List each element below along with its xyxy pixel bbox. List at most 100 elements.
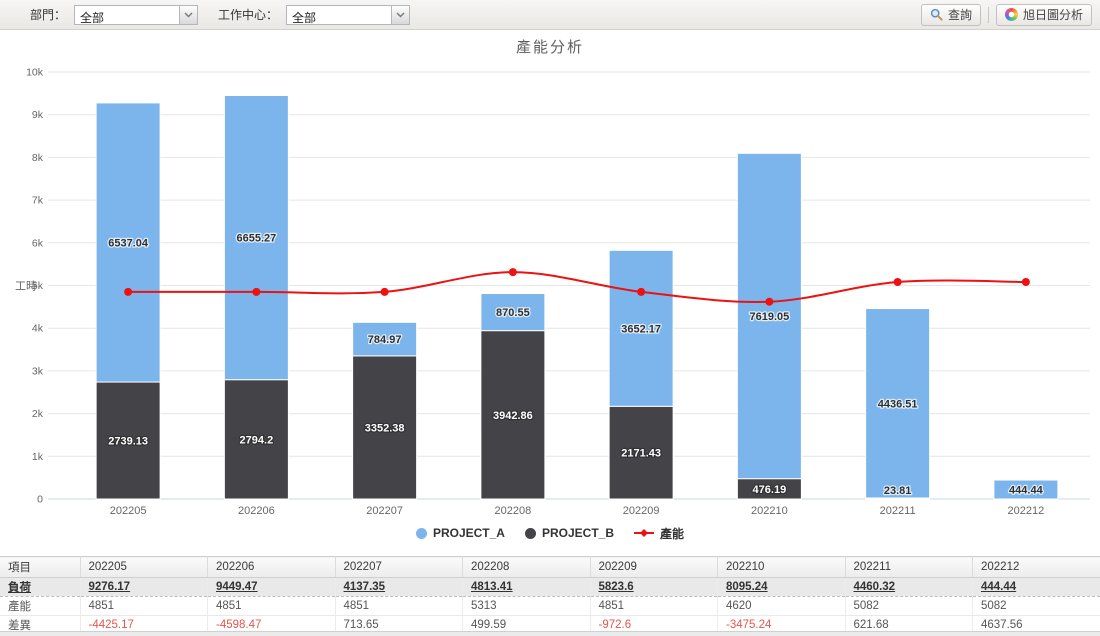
y-axis-title: 工時 <box>15 280 37 293</box>
search-button[interactable]: 查詢 <box>920 3 981 26</box>
x-axis-label: 202206 <box>238 505 275 517</box>
cell-capacity: 4851 <box>335 596 463 616</box>
bar-segment-project-a[interactable] <box>480 292 546 332</box>
legend-label-project-b: PROJECT_B <box>541 526 615 540</box>
project-a-swatch-icon <box>415 527 427 539</box>
sunburst-analysis-button[interactable]: 旭日圖分析 <box>995 3 1092 26</box>
bar-value-label: 23.81 <box>884 485 912 497</box>
cell-load[interactable]: 4137.35 <box>335 577 463 597</box>
capacity-line-point[interactable] <box>893 277 902 286</box>
cell-diff: -4598.47 <box>207 615 336 635</box>
work-center-select-value: 全部 <box>292 10 317 24</box>
y-tick-label: 4k <box>32 323 44 335</box>
cell-load[interactable]: 444.44 <box>972 577 1100 597</box>
toolbar-separator <box>987 6 989 23</box>
table-header-month: 202207 <box>335 556 463 578</box>
x-axis-label: 202211 <box>880 505 916 517</box>
bar-segment-project-a[interactable] <box>95 102 161 383</box>
capacity-line-point[interactable] <box>637 287 646 296</box>
capacity-line-point[interactable] <box>252 287 261 296</box>
y-tick-label: 7k <box>32 195 44 207</box>
x-axis-label: 202208 <box>495 505 532 517</box>
capacity-line-point[interactable] <box>508 268 517 277</box>
bar-segment-project-a[interactable] <box>352 321 418 357</box>
bar-value-label: 444.44 <box>1009 485 1044 497</box>
cell-load[interactable]: 5823.6 <box>590 577 718 597</box>
summary-table: 項目 202205 202206 202207 202208 202209 202210 20… <box>0 556 1100 635</box>
bar-value-label: 7619.05 <box>749 311 789 323</box>
bar-segment-project-a[interactable] <box>736 152 802 480</box>
bar-value-label: 870.55 <box>496 307 530 319</box>
table-header-item: 項目 <box>0 556 81 578</box>
bar-segment-project-b[interactable] <box>352 355 418 500</box>
bar-value-label: 6537.04 <box>108 237 149 249</box>
cell-diff: -4425.17 <box>80 615 208 635</box>
summary-table-wrap: 項目 202205 202206 202207 202208 202209 202210 20… <box>0 556 1100 635</box>
bar-value-label: 476.19 <box>753 484 787 496</box>
bar-segment-project-b[interactable] <box>480 330 546 500</box>
table-header-month: 202211 <box>845 556 973 578</box>
bar-segment-project-b[interactable] <box>223 379 289 500</box>
chart-legend: PROJECT_A PROJECT_B 產能 <box>0 523 1100 543</box>
cell-capacity: 4620 <box>717 596 846 616</box>
bar-value-label: 2739.13 <box>108 436 148 448</box>
work-center-select[interactable]: 全部 <box>286 4 411 25</box>
table-header-row: 項目 202205 202206 202207 202208 202209 202210 20… <box>0 556 1100 578</box>
y-tick-label: 0 <box>37 494 43 506</box>
y-tick-label: 2k <box>32 408 44 420</box>
table-header-month: 202208 <box>462 556 591 578</box>
cell-capacity: 4851 <box>590 596 718 616</box>
legend-label-capacity: 產能 <box>660 526 685 541</box>
bar-segment-project-b[interactable] <box>608 405 674 500</box>
cell-capacity: 4851 <box>207 596 336 616</box>
bar-segment-project-a[interactable] <box>608 249 674 407</box>
search-icon <box>930 8 943 21</box>
cell-capacity: 4851 <box>80 596 208 616</box>
legend-item-project-a[interactable]: PROJECT_A <box>415 526 505 540</box>
cell-capacity: 5313 <box>462 596 591 616</box>
bar-value-label: 6655.27 <box>236 233 276 245</box>
legend-item-capacity[interactable]: 產能 <box>634 525 684 542</box>
bar-segment-project-a[interactable] <box>865 308 931 499</box>
bar-segment-project-a[interactable] <box>993 479 1059 500</box>
department-select[interactable]: 全部 <box>74 4 199 25</box>
y-tick-label: 9k <box>32 109 44 121</box>
cell-capacity: 5082 <box>972 596 1100 616</box>
chevron-down-icon[interactable] <box>179 5 198 24</box>
cell-capacity: 5082 <box>845 596 973 616</box>
table-row-load: 負荷 9276.17 9449.47 4137.35 4813.41 5823.6 8095… <box>0 577 1100 597</box>
cell-load[interactable]: 9449.47 <box>207 577 336 597</box>
cell-load[interactable]: 4460.32 <box>845 577 973 597</box>
cell-load[interactable]: 4813.41 <box>462 577 591 597</box>
work-center-label: 工作中心： <box>218 8 279 22</box>
row-label-load: 負荷 <box>0 577 81 597</box>
bar-value-label: 784.97 <box>368 334 402 346</box>
chevron-down-icon[interactable] <box>391 5 410 24</box>
x-axis-label: 202207 <box>366 505 403 517</box>
cell-load[interactable]: 8095.24 <box>717 577 846 597</box>
x-axis-label: 202212 <box>1008 505 1045 517</box>
legend-item-project-b[interactable]: PROJECT_B <box>524 526 615 540</box>
capacity-line-marker-icon <box>634 528 655 538</box>
capacity-line-point[interactable] <box>1021 277 1030 286</box>
search-button-label: 查詢 <box>947 8 972 22</box>
capacity-line-point[interactable] <box>765 297 774 306</box>
capacity-line-point[interactable] <box>380 287 389 296</box>
sunburst-icon <box>1004 8 1018 21</box>
toolbar-right-group: 查詢 旭日圖分析 <box>920 3 1092 26</box>
capacity-line <box>128 271 1026 303</box>
capacity-line-point[interactable] <box>124 287 133 296</box>
table-header-month: 202209 <box>590 556 718 578</box>
bar-segment-project-b[interactable] <box>95 381 161 500</box>
y-tick-label: 10k <box>26 67 44 79</box>
row-label-capacity: 產能 <box>0 596 81 616</box>
department-select-value: 全部 <box>80 10 105 24</box>
y-tick-label: 3k <box>32 365 44 377</box>
cell-load[interactable]: 9276.17 <box>80 577 208 597</box>
bar-value-label: 2171.43 <box>621 448 661 460</box>
bar-value-label: 3942.86 <box>493 410 533 422</box>
department-label: 部門： <box>30 8 67 22</box>
toolbar: 部門： 全部 工作中心： 全部 查詢 <box>0 0 1100 30</box>
bar-segment-project-a[interactable] <box>223 95 289 381</box>
